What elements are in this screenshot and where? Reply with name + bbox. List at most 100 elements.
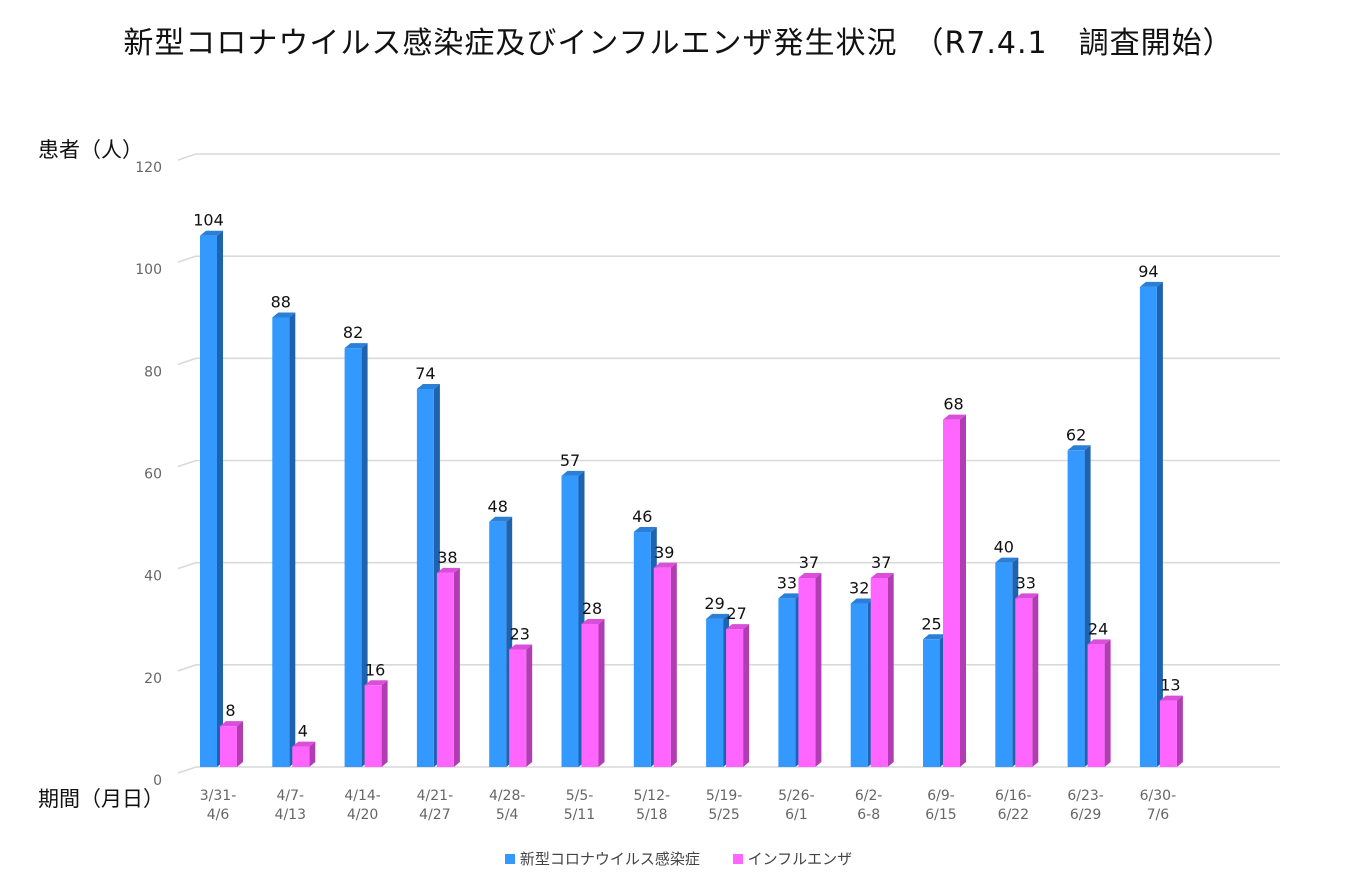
x-tick-label: 4/6 [207, 807, 230, 823]
x-tick-label: 6/30- [1140, 788, 1177, 804]
data-label-covid: 57 [560, 451, 580, 470]
bar-flu [436, 572, 454, 767]
data-label-flu: 16 [365, 660, 385, 679]
x-tick-label: 5/12- [634, 788, 671, 804]
bar-covid [923, 639, 940, 767]
bar-covid [1139, 286, 1157, 767]
x-tick-label: 5/18 [636, 807, 667, 823]
legend-item-covid: 新型コロナウイルス感染症 [504, 848, 700, 869]
bar-top-flu [292, 741, 316, 747]
bars [200, 230, 1183, 767]
bar-top-flu [220, 721, 243, 727]
data-label-flu: 37 [799, 553, 819, 572]
bar-top-flu [1015, 593, 1039, 599]
data-label-covid: 29 [704, 594, 724, 613]
bar-side-flu [1032, 593, 1039, 767]
x-tick-label: 7/6 [1147, 807, 1170, 823]
x-tick-label: 5/26- [778, 788, 815, 804]
x-tick-label: 5/19- [706, 788, 743, 804]
bar-covid [1067, 450, 1085, 767]
bar-top-covid [1067, 445, 1091, 451]
bar-covid [344, 348, 362, 767]
bar-flu [1015, 598, 1033, 767]
x-tick-label: 4/28- [489, 788, 526, 804]
x-tick-label: 5/5- [566, 788, 594, 804]
gridline [177, 459, 1280, 468]
gridline [177, 766, 1280, 774]
bar-top-covid [344, 343, 368, 349]
legend: 新型コロナウイルス感染症 インフルエンザ [0, 848, 1357, 869]
gridline [177, 561, 1280, 570]
y-tick-label: 0 [153, 773, 162, 789]
data-label-covid: 74 [415, 364, 435, 383]
bar-top-covid [850, 598, 874, 604]
bar-flu [364, 685, 382, 767]
gridline [177, 255, 1280, 263]
x-tick-label: 4/14- [344, 788, 381, 804]
bar-side-covid [217, 230, 223, 767]
data-label-covid: 104 [193, 211, 224, 230]
gridlines [177, 153, 1280, 774]
x-tick-label: 6/15 [925, 807, 956, 823]
bar-covid [416, 388, 434, 767]
gridline [177, 357, 1280, 366]
bar-top-flu [943, 414, 966, 420]
bar-side-flu [815, 572, 822, 767]
y-tick-labels: 0 20 40 60 80 100 120 [135, 160, 162, 789]
bar-covid [850, 603, 868, 767]
bar-top-covid [1139, 281, 1163, 287]
x-tick-label: 4/13 [275, 807, 306, 823]
bar-top-covid [200, 230, 223, 236]
bar-side-covid [361, 343, 368, 767]
x-tick-label: 4/20 [347, 807, 378, 823]
x-tick-label: 6/9- [927, 788, 955, 804]
x-tick-label: 6/16- [995, 788, 1032, 804]
data-label-covid: 94 [1138, 262, 1158, 281]
bar-top-flu [581, 618, 605, 624]
y-tick-label: 80 [144, 364, 162, 380]
x-tick-label: 3/31- [200, 788, 237, 804]
bar-flu [798, 577, 816, 767]
x-tick-label: 5/4 [496, 807, 519, 823]
legend-label-flu: インフルエンザ [747, 850, 853, 868]
data-label-flu: 13 [1160, 676, 1180, 695]
data-label-flu: 27 [726, 604, 746, 623]
y-tick-label: 20 [144, 671, 162, 687]
bar-side-covid [289, 312, 296, 767]
y-tick-label: 40 [144, 569, 162, 585]
bar-side-flu [381, 680, 388, 767]
data-label-covid: 88 [271, 292, 291, 311]
x-tick-label: 6/2- [855, 788, 883, 804]
bar-covid [200, 235, 217, 767]
bar-top-covid [706, 613, 730, 619]
bar-top-covid [561, 470, 585, 476]
bar-side-flu [743, 624, 750, 767]
x-tick-label: 4/27 [419, 807, 450, 823]
bar-top-flu [870, 572, 894, 578]
bar-flu [726, 629, 744, 767]
chart-title: 新型コロナウイルス感染症及びインフルエンザ発生状況 （R7.4.1 調査開始） [123, 26, 1234, 61]
bar-top-flu [436, 567, 460, 573]
bar-top-flu [726, 624, 750, 630]
data-label-flu: 24 [1088, 619, 1108, 638]
bar-top-covid [633, 527, 657, 533]
bar-flu [653, 567, 671, 767]
bar-top-covid [416, 383, 440, 389]
bar-side-flu [960, 414, 966, 767]
bar-side-flu [670, 562, 677, 767]
bar-covid [633, 532, 651, 767]
x-tick-label: 6/22 [998, 807, 1029, 823]
bar-covid [706, 618, 724, 767]
bar-top-flu [653, 562, 677, 568]
x-axis-label: 期間（月日） [38, 787, 164, 811]
bar-side-flu [526, 644, 533, 767]
bar-top-covid [272, 312, 296, 318]
data-label-covid: 32 [849, 579, 869, 598]
bar-covid [995, 562, 1013, 767]
data-label-covid: 40 [994, 538, 1014, 557]
data-label-covid: 33 [777, 573, 797, 592]
bar-flu [1087, 644, 1105, 767]
bar-side-covid [1156, 281, 1163, 767]
bar-side-flu [1104, 639, 1111, 767]
data-label-flu: 28 [582, 599, 602, 618]
